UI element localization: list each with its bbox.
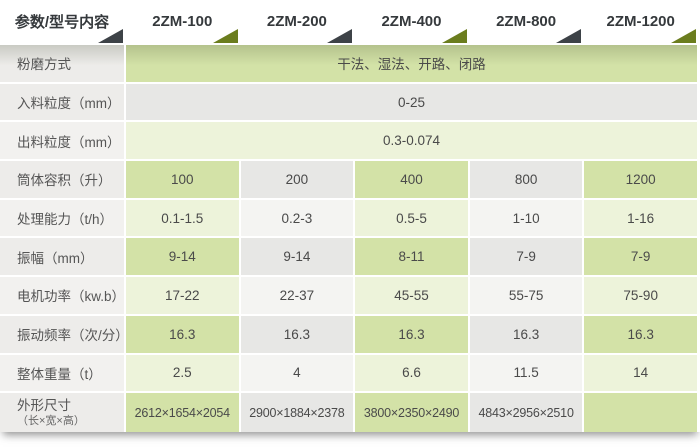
value-cell: 8-11: [355, 238, 468, 276]
corner-triangle-icon: [441, 29, 467, 43]
row-label: 整体重量（t）: [0, 354, 124, 392]
value-cell: 4: [240, 354, 354, 392]
value-cell: 1200: [584, 161, 697, 198]
header-cell-2zm-1200: 2ZM-1200: [584, 0, 697, 43]
value-cell: 0.1-1.5: [126, 199, 239, 237]
header-label: 2ZM-800: [496, 13, 557, 30]
row-label: 粉磨方式: [0, 45, 124, 82]
value-cell-span: 0.3-0.074: [126, 122, 697, 160]
table-row-dimensions: 外形尺寸 （长×宽×高） 2612×1654×2054 2900×1884×23…: [0, 393, 697, 433]
value-cell: 16.3: [126, 315, 239, 353]
table-row-motor-power: 电机功率（kw.b） 17-22 22-37 45-55 55-75 75-90: [0, 277, 697, 314]
value-cell: 3800×2350×2490: [355, 393, 468, 433]
header-cell-2zm-400: 2ZM-400: [355, 0, 468, 43]
table-header-row: 参数/型号内容 2ZM-100 2ZM-200 2ZM-400 2ZM-800 …: [0, 0, 697, 43]
header-label: 2ZM-200: [266, 13, 327, 30]
value-cell: 16.3: [469, 315, 583, 353]
header-cell-2zm-200: 2ZM-200: [240, 0, 354, 43]
value-cell: 22-37: [240, 277, 354, 314]
value-cell: 14: [584, 354, 697, 392]
corner-triangle-icon: [556, 29, 582, 43]
row-label: 电机功率（kw.b）: [0, 277, 124, 314]
header-cell-2zm-800: 2ZM-800: [469, 0, 583, 43]
value-cell: 1-16: [584, 199, 697, 237]
value-cell: 9-14: [126, 238, 239, 276]
table-row-grinding-method: 粉磨方式 干法、湿法、开路、闭路: [0, 45, 697, 82]
value-cell-span: 0-25: [126, 83, 697, 121]
corner-triangle-icon: [212, 29, 238, 43]
row-label-main: 外形尺寸: [17, 398, 71, 414]
value-cell: 100: [126, 161, 239, 198]
row-label: 入料粒度（mm）: [0, 83, 124, 121]
table-row-output-size: 出料粒度（mm） 0.3-0.074: [0, 122, 697, 160]
value-cell: 2612×1654×2054: [126, 393, 239, 433]
row-label: 振动频率（次/分）: [0, 315, 124, 353]
value-cell: 2900×1884×2378: [240, 393, 354, 433]
table-row-cylinder-volume: 筒体容积（升） 100 200 400 800 1200: [0, 161, 697, 198]
table-row-feed-size: 入料粒度（mm） 0-25: [0, 83, 697, 121]
header-cell-parameters: 参数/型号内容: [0, 0, 124, 43]
spec-table: 参数/型号内容 2ZM-100 2ZM-200 2ZM-400 2ZM-800 …: [0, 0, 697, 433]
value-cell: [584, 393, 697, 433]
value-cell: 1-10: [469, 199, 583, 237]
value-cell: 16.3: [584, 315, 697, 353]
header-label: 2ZM-100: [152, 13, 213, 30]
header-label: 2ZM-400: [381, 13, 442, 30]
value-cell: 45-55: [355, 277, 468, 314]
value-cell: 800: [469, 161, 583, 198]
value-cell: 2.5: [126, 354, 239, 392]
value-cell: 16.3: [355, 315, 468, 353]
value-cell: 0.2-3: [240, 199, 354, 237]
value-cell: 6.6: [355, 354, 468, 392]
value-cell: 16.3: [240, 315, 354, 353]
value-cell: 4843×2956×2510: [469, 393, 583, 433]
row-label: 筒体容积（升）: [0, 161, 124, 198]
value-cell: 11.5: [469, 354, 583, 392]
value-cell: 9-14: [240, 238, 354, 276]
row-label: 处理能力（t/h）: [0, 199, 124, 237]
value-cell: 75-90: [584, 277, 697, 314]
corner-triangle-icon: [327, 29, 353, 43]
corner-triangle-icon: [670, 29, 696, 43]
table-row-capacity: 处理能力（t/h） 0.1-1.5 0.2-3 0.5-5 1-10 1-16: [0, 199, 697, 237]
value-cell-span: 干法、湿法、开路、闭路: [126, 45, 697, 82]
table-row-amplitude: 振幅（mm） 9-14 9-14 8-11 7-9 7-9: [0, 238, 697, 276]
value-cell: 200: [240, 161, 354, 198]
value-cell: 7-9: [469, 238, 583, 276]
header-label: 参数/型号内容: [14, 14, 110, 31]
header-label: 2ZM-1200: [606, 13, 675, 30]
table-row-total-weight: 整体重量（t） 2.5 4 6.6 11.5 14: [0, 354, 697, 392]
value-cell: 400: [355, 161, 468, 198]
row-label: 外形尺寸 （长×宽×高）: [0, 393, 124, 433]
table-row-vibration-frequency: 振动频率（次/分） 16.3 16.3 16.3 16.3 16.3: [0, 315, 697, 353]
header-cell-2zm-100: 2ZM-100: [126, 0, 239, 43]
value-cell: 55-75: [469, 277, 583, 314]
corner-triangle-icon: [98, 29, 123, 43]
row-label: 振幅（mm）: [0, 238, 124, 276]
value-cell: 17-22: [126, 277, 239, 314]
row-label: 出料粒度（mm）: [0, 122, 124, 160]
value-cell: 7-9: [584, 238, 697, 276]
value-cell: 0.5-5: [355, 199, 468, 237]
row-label-sub: （长×宽×高）: [17, 414, 85, 427]
